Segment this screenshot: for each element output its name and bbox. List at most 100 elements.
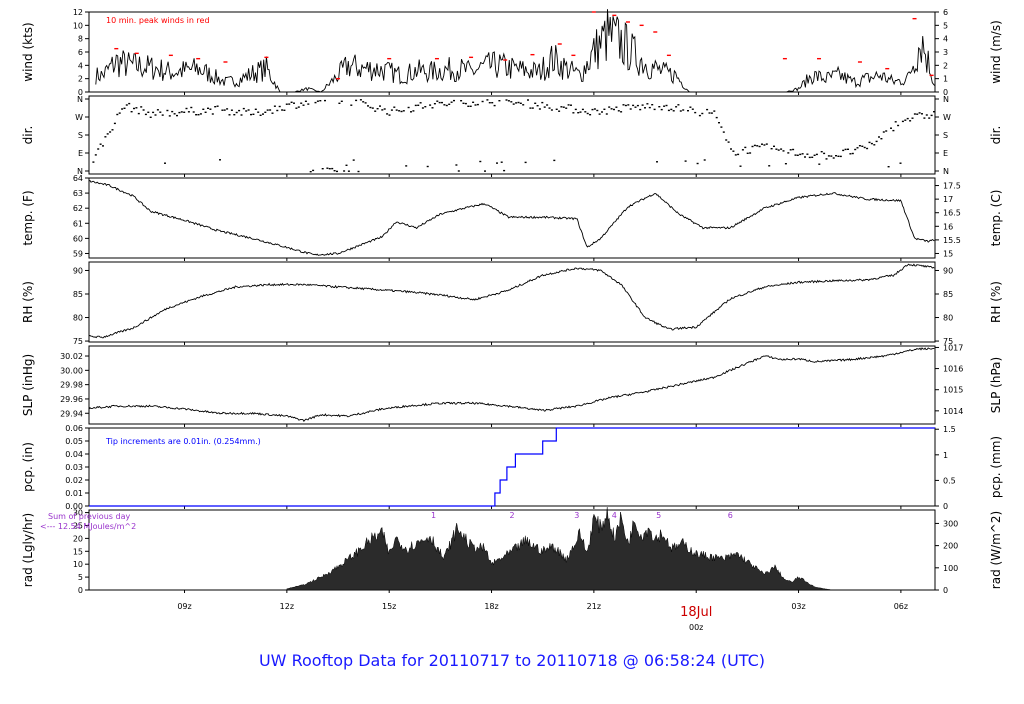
direction-point — [663, 105, 666, 107]
x-tick-label: 09z — [177, 602, 191, 611]
direction-point — [875, 140, 878, 143]
direction-point — [818, 163, 821, 165]
direction-point — [402, 110, 405, 112]
y-tick-label: E — [78, 149, 83, 158]
peak-winds-note: 10 min. peak winds in red — [106, 16, 210, 25]
direction-point — [887, 166, 890, 168]
direction-point — [252, 113, 255, 115]
direction-point — [770, 148, 773, 150]
direction-point — [269, 109, 272, 111]
direction-point — [894, 121, 897, 123]
direction-point — [904, 119, 907, 121]
direction-point — [500, 161, 503, 163]
direction-point — [570, 104, 572, 106]
direction-point — [780, 148, 783, 150]
direction-point — [240, 114, 243, 116]
direction-point — [866, 147, 869, 150]
direction-point — [417, 104, 420, 106]
y-tick-label: 25 — [73, 521, 83, 530]
direction-point — [789, 149, 792, 151]
direction-point — [878, 136, 880, 138]
direction-point — [476, 103, 479, 106]
direction-point — [137, 112, 140, 115]
direction-point — [617, 110, 620, 112]
direction-point — [784, 163, 787, 165]
y-tick-label-right: 100 — [943, 564, 958, 573]
direction-point — [921, 113, 923, 115]
direction-point — [732, 150, 735, 152]
series-line — [88, 179, 935, 256]
direction-point — [753, 144, 756, 147]
direction-point — [288, 103, 291, 105]
y-tick-label: 90 — [73, 266, 83, 275]
direction-point — [708, 112, 711, 114]
y-axis-label-left: pcp. (in) — [21, 442, 35, 492]
direction-point — [646, 103, 649, 105]
direction-point — [579, 111, 582, 113]
direction-point — [517, 101, 520, 104]
y-tick-label-right: 80 — [943, 314, 953, 323]
direction-point — [462, 102, 465, 104]
direction-point — [467, 105, 470, 107]
y-tick-label: 12 — [73, 8, 83, 17]
direction-point — [911, 117, 914, 119]
direction-point — [722, 131, 725, 133]
y-tick-label-right: 15.5 — [943, 236, 961, 245]
direction-point — [773, 145, 775, 147]
direction-point — [761, 143, 763, 145]
direction-point — [665, 104, 668, 107]
direction-point — [390, 109, 393, 111]
direction-point — [703, 159, 706, 161]
direction-point — [572, 112, 575, 114]
y-tick-label: 0.02 — [65, 476, 83, 485]
x-tick-label: 00z — [689, 623, 703, 632]
direction-point — [109, 131, 112, 133]
direction-point — [419, 102, 422, 104]
direction-point — [278, 105, 281, 108]
y-tick-label: 0.06 — [65, 424, 83, 433]
y-tick-label: 2 — [78, 75, 83, 84]
direction-point — [562, 106, 565, 108]
direction-point — [367, 105, 369, 107]
direction-point — [534, 102, 537, 104]
direction-point — [347, 170, 350, 172]
y-tick-label: 85 — [73, 290, 83, 299]
direction-point — [407, 106, 410, 109]
direction-point — [882, 131, 885, 133]
direction-point — [207, 107, 209, 109]
y-tick-label: 0.03 — [65, 463, 83, 472]
direction-point — [851, 152, 854, 155]
y-tick-label-right: 17 — [943, 195, 953, 204]
y-axis-label-left: wind (kts) — [21, 22, 35, 81]
direction-point — [660, 108, 663, 111]
direction-point — [727, 141, 730, 143]
direction-point — [259, 114, 262, 116]
direction-point — [512, 103, 515, 105]
direction-point — [605, 113, 608, 115]
direction-point — [168, 115, 171, 117]
direction-point — [777, 149, 780, 151]
direction-point — [147, 111, 150, 113]
direction-point — [581, 108, 584, 111]
direction-point — [319, 100, 322, 102]
rad-sum-note-2: <--- 12.54 MJoules/m^2 — [40, 522, 136, 531]
direction-point — [608, 106, 611, 108]
direction-point — [455, 164, 458, 166]
direction-point — [338, 102, 341, 104]
y-axis-label-left: rad (Lgly/hr) — [21, 513, 35, 587]
y-tick-label-right: 75 — [943, 337, 953, 346]
y-tick-label: 30.02 — [60, 352, 83, 361]
direction-point — [140, 106, 143, 108]
direction-point — [228, 114, 231, 116]
y-tick-label-right: 1.5 — [943, 425, 956, 434]
direction-point — [837, 155, 840, 157]
direction-point — [445, 104, 448, 107]
direction-point — [316, 100, 319, 102]
direction-point — [679, 110, 682, 112]
y-tick-label-right: 0.5 — [943, 476, 956, 485]
direction-point — [567, 104, 570, 106]
direction-point — [355, 99, 358, 102]
direction-point — [825, 158, 828, 160]
direction-point — [677, 104, 680, 106]
